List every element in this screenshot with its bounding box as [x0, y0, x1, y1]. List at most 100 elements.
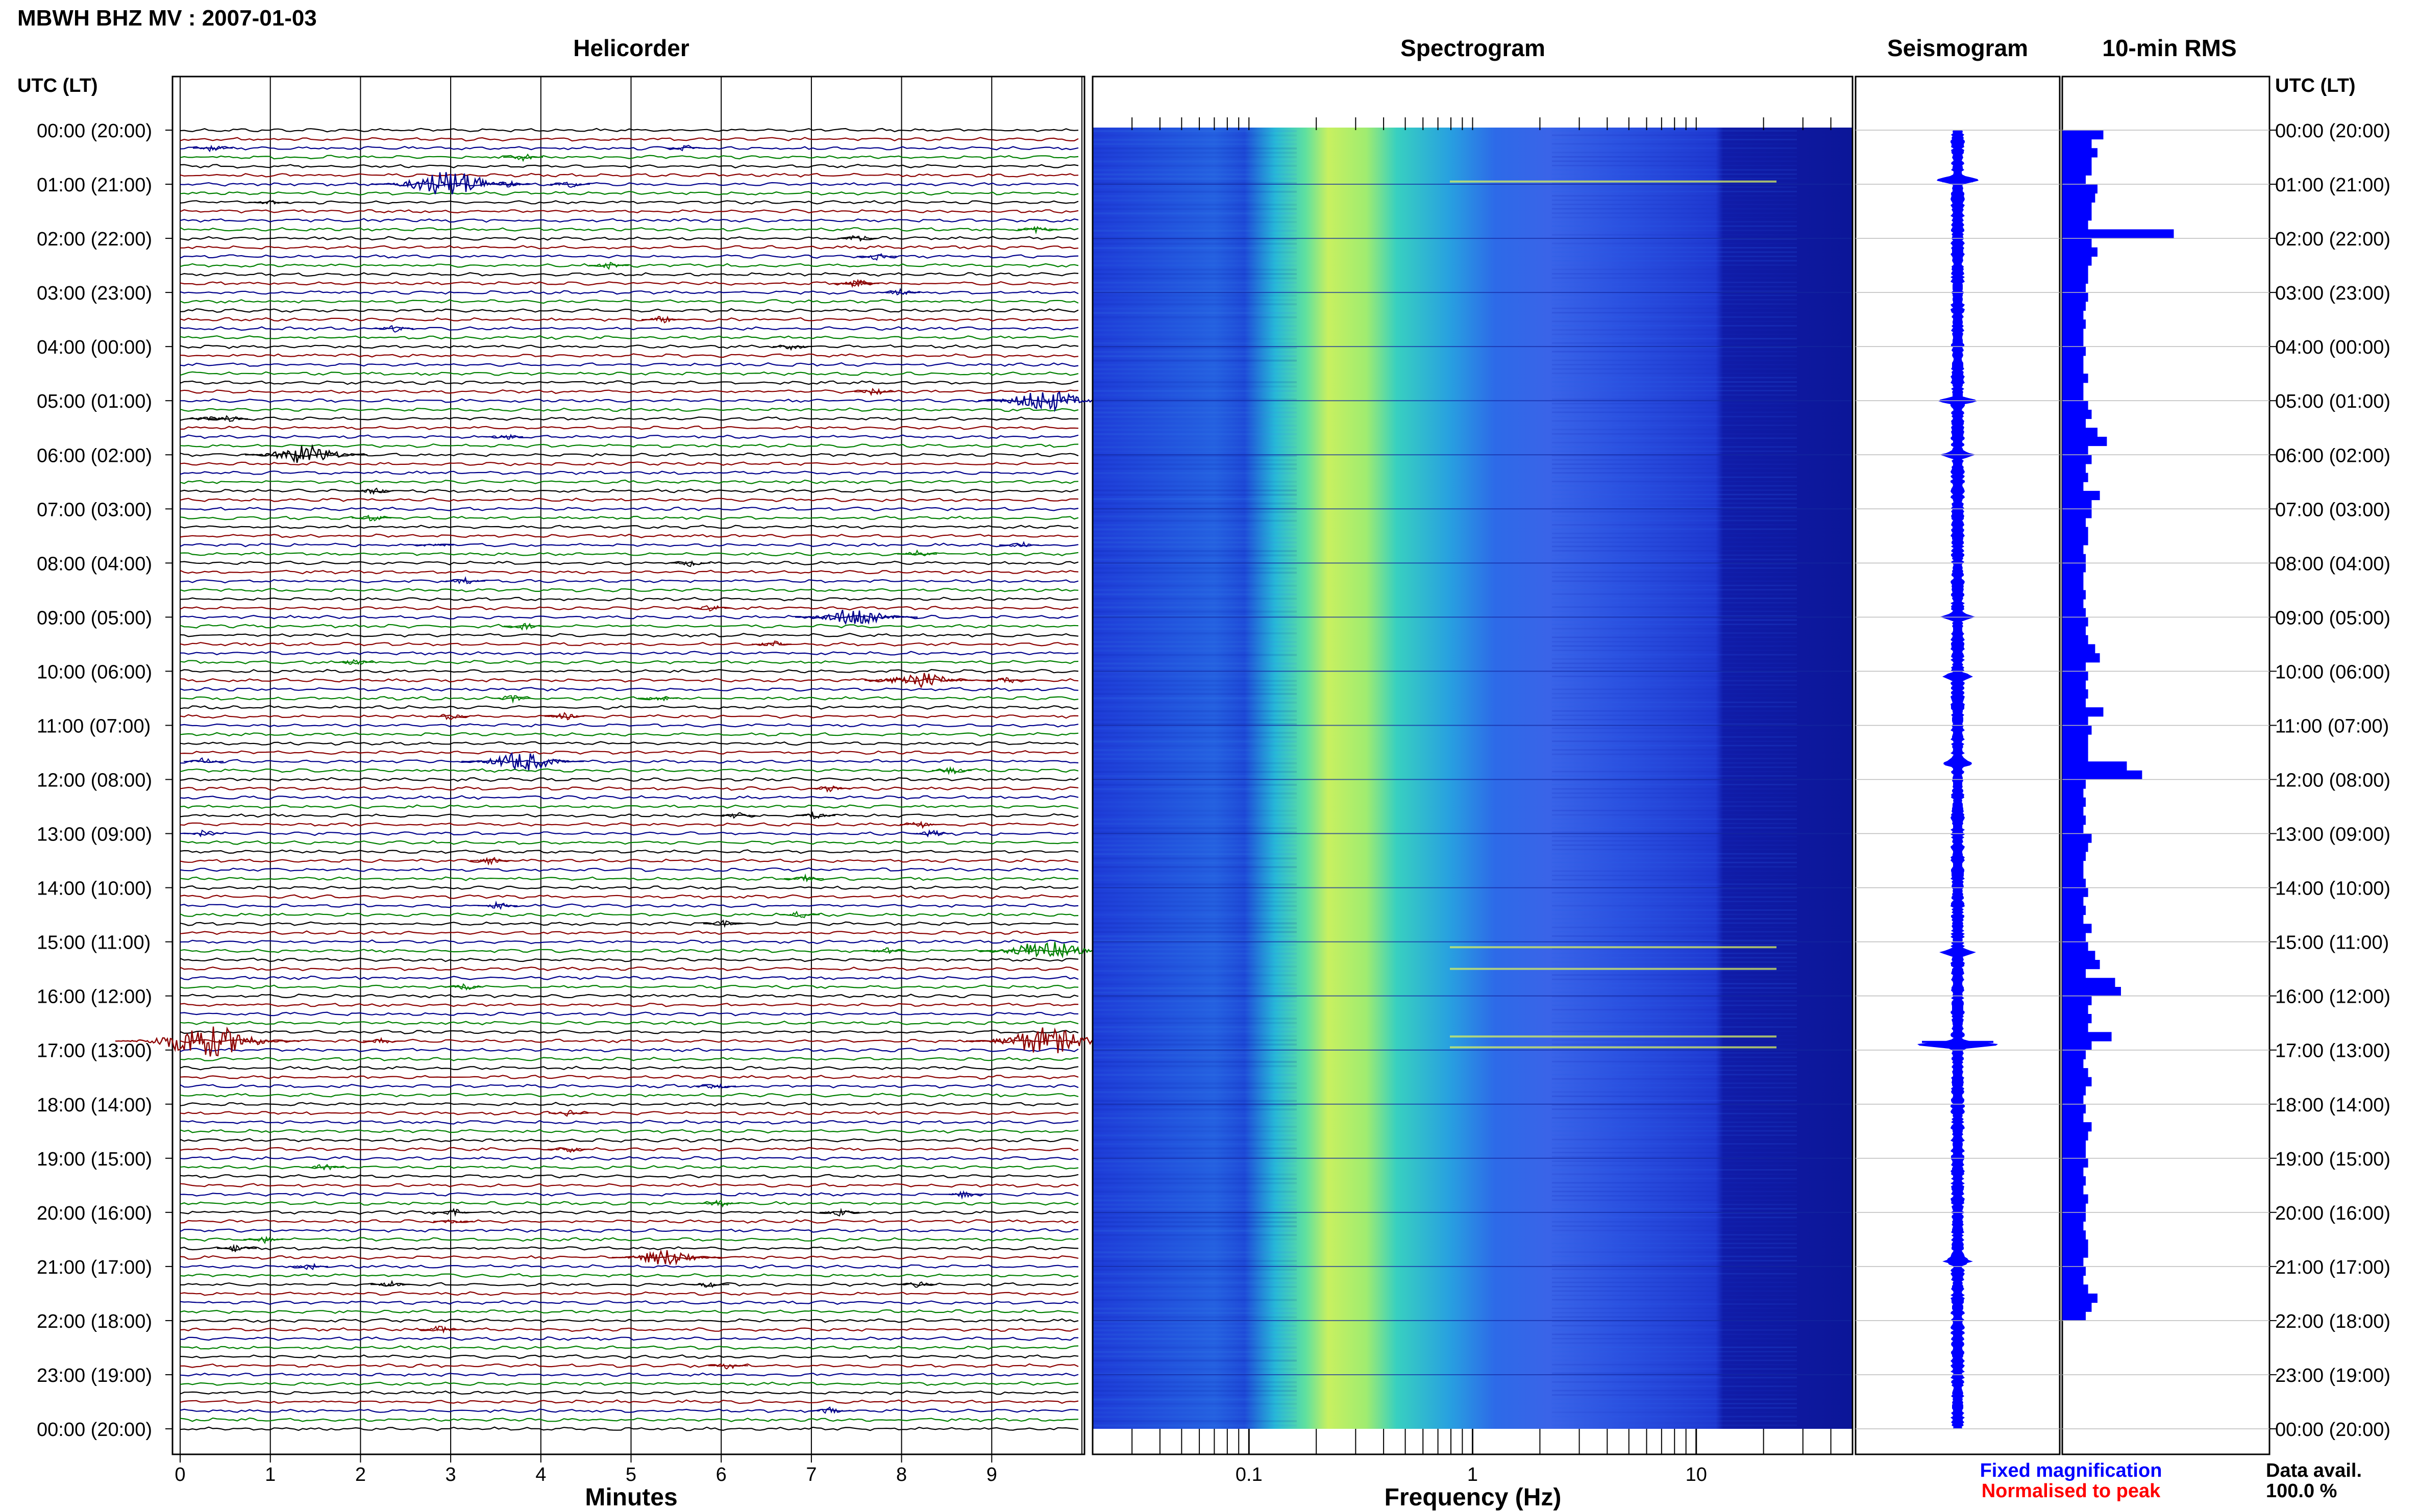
helicorder-trace [180, 452, 1079, 457]
minutes-axis-label: Minutes [585, 1484, 677, 1511]
helicorder-trace [180, 1399, 1079, 1404]
rms-bar [2062, 1122, 2092, 1132]
helicorder-trace [180, 1174, 1079, 1179]
rms-bar [2062, 914, 2084, 924]
helicorder-trace [180, 191, 1079, 196]
rms-bar [2062, 924, 2092, 933]
time-label-left: 15:00 (11:00) [37, 932, 151, 954]
helicorder-trace [180, 723, 1079, 728]
helicorder-trace [180, 624, 1079, 629]
rms-bar [2062, 229, 2174, 239]
helicorder-trace [180, 1011, 1078, 1017]
spectrogram-image [1093, 128, 1853, 1429]
helicorder-trace [180, 1327, 1079, 1332]
helicorder-trace [180, 461, 1079, 466]
rms-bar [2062, 905, 2086, 915]
helicorder-wiggle [641, 315, 682, 324]
helicorder-trace [180, 1372, 1079, 1377]
helicorder-wiggle [217, 1244, 257, 1252]
rms-bar [2062, 707, 2104, 717]
rms-bar [2062, 247, 2097, 257]
minute-tick-label: 4 [535, 1464, 546, 1485]
helicorder-wiggle [665, 144, 705, 152]
helicorder-event [244, 443, 368, 463]
rms-bar [2062, 455, 2092, 464]
helicorder-trace [180, 1075, 1079, 1080]
spectrogram-title: Spectrogram [1400, 35, 1545, 61]
helicorder-wiggle [692, 605, 732, 612]
helicorder-trace [180, 434, 1079, 439]
helicorder-wiggle [487, 180, 527, 188]
minute-tick-label: 6 [716, 1464, 727, 1485]
helicorder-trace [180, 1102, 1078, 1107]
helicorder-trace [180, 732, 1079, 737]
helicorder-wiggle [784, 873, 824, 883]
rms-bar [2062, 671, 2088, 681]
helicorder-trace [180, 470, 1079, 476]
helicorder-wiggle [363, 1037, 403, 1044]
time-label-left: 09:00 (05:00) [37, 607, 152, 629]
helicorder-trace [180, 678, 1079, 683]
helicorder-trace [180, 741, 1079, 746]
helicorder-trace [180, 443, 1079, 449]
rms-bar [2062, 1230, 2086, 1240]
helicorder-wiggle [779, 910, 820, 919]
helicorder-wiggle [548, 1109, 589, 1117]
rms-bar [2062, 337, 2084, 347]
helicorder-trace [180, 380, 1079, 385]
helicorder-trace [180, 651, 1079, 656]
helicorder-wiggle [910, 829, 951, 838]
rms-bar [2062, 662, 2086, 672]
helicorder-trace [180, 614, 1079, 619]
rms-bar [2062, 418, 2086, 428]
spectrogram-event-line [1450, 946, 1776, 949]
helicorder-trace [180, 137, 1079, 142]
helicorder-wiggle [333, 659, 374, 665]
rms-bar [2062, 518, 2086, 528]
helicorder-wiggle [856, 253, 897, 261]
rms-bar [2062, 842, 2088, 852]
helicorder-trace [180, 128, 1079, 133]
rms-bar [2062, 527, 2088, 536]
rms-bar [2062, 1266, 2086, 1276]
helicorder-trace [180, 335, 1079, 340]
helicorder-trace [180, 145, 1079, 151]
helicorder-trace [180, 1264, 1079, 1269]
rms-bar [2062, 797, 2086, 807]
helicorder-trace [180, 498, 1079, 503]
helicorder-trace [180, 876, 1079, 881]
minute-tick-label: 5 [626, 1464, 636, 1485]
spectrogram-event-line [1450, 968, 1776, 970]
rms-bar [2062, 130, 2104, 140]
utc-header-left: UTC (LT) [17, 75, 98, 96]
data-avail-label: Data avail. [2266, 1460, 2362, 1481]
time-label-right: 08:00 (04:00) [2275, 553, 2390, 575]
helicorder-trace [180, 1065, 1079, 1071]
helicorder-panel [115, 76, 1126, 1455]
time-label-right: 06:00 (02:00) [2275, 445, 2390, 466]
helicorder-wiggle [897, 1281, 937, 1288]
rms-bar [2062, 1104, 2086, 1113]
time-label-right: 04:00 (00:00) [2275, 337, 2390, 358]
time-label-right: 09:00 (05:00) [2275, 607, 2390, 629]
helicorder-trace [180, 858, 1079, 863]
helicorder-wiggle [1018, 226, 1058, 235]
time-label-left: 14:00 (10:00) [37, 878, 152, 900]
time-label-left: 20:00 (16:00) [37, 1203, 152, 1224]
rms-bar [2062, 1176, 2086, 1186]
helicorder-trace [180, 209, 1079, 214]
rms-bar [2062, 319, 2086, 329]
rms-bar [2062, 653, 2100, 663]
helicorder-trace [180, 1426, 1079, 1431]
helicorder-wiggle [751, 640, 792, 647]
helicorder-trace [180, 353, 1079, 358]
helicorder-trace [180, 1029, 1079, 1034]
helicorder-trace [180, 1219, 1079, 1224]
rms-bar [2062, 725, 2092, 735]
time-label-right: 21:00 (17:00) [2275, 1257, 2390, 1278]
helicorder-trace [180, 1129, 1079, 1134]
seismogram-title: Seismogram [1887, 35, 2028, 61]
helicorder-trace [180, 236, 1079, 241]
rms-bar [2062, 644, 2095, 654]
